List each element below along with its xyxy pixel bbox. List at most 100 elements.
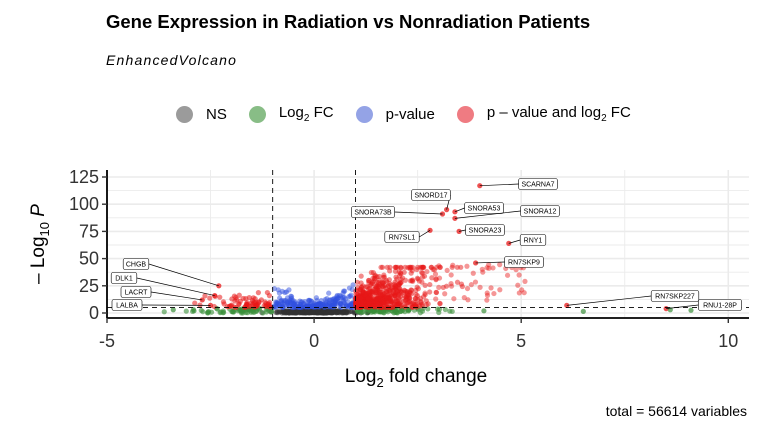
gene-label-connector (136, 277, 215, 296)
data-point (256, 307, 262, 313)
data-point (366, 286, 372, 292)
data-point (396, 281, 402, 287)
data-point (522, 278, 528, 284)
gene-label-connector (454, 210, 521, 219)
chart-title: Gene Expression in Radiation vs Nonradia… (106, 11, 591, 32)
legend-item: p – value and log2 FC (456, 104, 631, 124)
data-point (417, 264, 423, 270)
data-point (468, 282, 474, 288)
data-point (458, 264, 464, 270)
data-point (380, 274, 386, 280)
gene-labels: SCARNA7 SNORD17 SNORA53 SNORA73B SNORA12 RN7S… (110, 178, 742, 311)
data-point (479, 266, 485, 272)
gene-label-box (520, 205, 560, 217)
data-point (406, 298, 412, 304)
data-point (274, 308, 280, 315)
cutoff-lines (107, 170, 749, 318)
data-point (279, 310, 285, 316)
gene-label: RNY1 (524, 238, 543, 245)
data-point (268, 309, 275, 315)
data-point (191, 308, 197, 314)
data-point (436, 275, 443, 281)
data-point (360, 283, 366, 289)
data-point (521, 290, 527, 296)
data-point (371, 286, 377, 293)
data-point (384, 264, 390, 270)
data-point (465, 297, 471, 303)
gene-label-box (650, 290, 700, 302)
data-point (192, 300, 198, 306)
data-point (392, 268, 399, 274)
data-point (497, 287, 503, 293)
y-tick-label: 100 (69, 194, 99, 214)
data-point (407, 278, 414, 284)
data-point (229, 302, 235, 308)
gene-label-connector (508, 239, 521, 244)
data-point (464, 285, 471, 292)
data-point (231, 293, 238, 299)
data-point (258, 297, 264, 303)
data-point (388, 298, 394, 304)
data-point (273, 299, 279, 305)
data-point (365, 295, 371, 302)
data-point (208, 309, 215, 315)
gene-label-connector (666, 304, 699, 309)
data-point (486, 265, 492, 271)
data-point (310, 304, 316, 310)
data-point (323, 301, 329, 308)
data-point (443, 283, 450, 289)
x-tick-label: 10 (718, 331, 738, 351)
data-point (419, 274, 426, 280)
y-tick-label: 25 (79, 276, 99, 296)
gene-label-box (351, 206, 395, 218)
data-point (260, 310, 266, 316)
gene-label-box (384, 231, 420, 243)
data-point (464, 263, 470, 269)
data-point (454, 279, 461, 285)
gene-label-box (411, 189, 451, 201)
data-point (420, 270, 426, 276)
data-point (442, 291, 448, 297)
x-tick-label: -5 (99, 331, 115, 351)
data-point (497, 262, 503, 268)
data-point (322, 296, 328, 303)
data-point (264, 289, 270, 296)
x-axis-label: Log2 fold change (345, 366, 487, 390)
data-point (448, 283, 455, 289)
data-point (340, 310, 346, 316)
data-point (279, 288, 285, 295)
data-point (491, 290, 497, 297)
data-point (349, 308, 355, 315)
data-point (484, 292, 491, 298)
data-point (409, 287, 415, 293)
legend-marker (456, 105, 474, 123)
data-point (359, 309, 365, 315)
data-point (432, 271, 439, 277)
data-point (366, 290, 372, 296)
data-point (287, 309, 293, 315)
data-point (350, 282, 356, 288)
data-point (360, 288, 366, 295)
data-point (378, 264, 384, 270)
data-point (448, 280, 454, 287)
gene-label: SNORA23 (469, 228, 502, 235)
data-point (580, 308, 586, 314)
gene-label: SNORA12 (524, 209, 557, 216)
data-point (207, 295, 213, 301)
data-point (424, 268, 430, 275)
data-point (484, 265, 490, 271)
data-point (376, 302, 382, 308)
points (161, 183, 694, 316)
legend-marker (248, 105, 266, 123)
data-point (436, 309, 442, 316)
data-point (433, 296, 439, 302)
data-point (240, 310, 246, 316)
data-point (232, 298, 238, 304)
data-point (470, 270, 476, 276)
gene-label: SCARNA7 (521, 182, 554, 189)
data-point (516, 272, 522, 278)
gene-label-box (519, 234, 547, 246)
data-point (380, 299, 387, 305)
